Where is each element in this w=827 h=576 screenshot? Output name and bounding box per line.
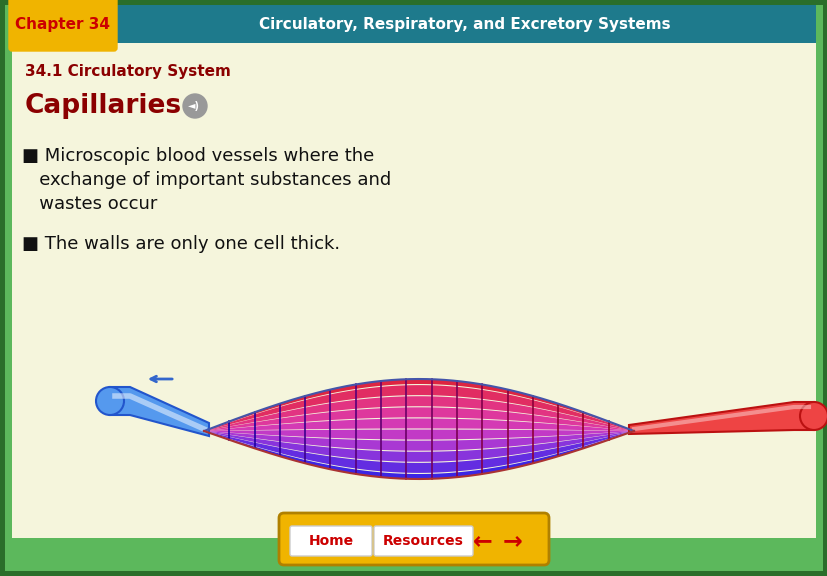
FancyBboxPatch shape	[289, 526, 371, 556]
Polygon shape	[203, 431, 633, 479]
Circle shape	[799, 402, 827, 430]
Text: exchange of important substances and: exchange of important substances and	[22, 171, 391, 189]
Polygon shape	[203, 431, 633, 462]
Circle shape	[96, 387, 124, 415]
Polygon shape	[203, 379, 633, 431]
FancyBboxPatch shape	[9, 0, 117, 51]
Text: ■ The walls are only one cell thick.: ■ The walls are only one cell thick.	[22, 235, 340, 253]
Text: wastes occur: wastes occur	[22, 195, 157, 213]
Circle shape	[183, 94, 207, 118]
FancyBboxPatch shape	[12, 42, 815, 538]
Text: Capillaries: Capillaries	[25, 93, 182, 119]
Polygon shape	[203, 431, 633, 450]
Text: Home: Home	[308, 534, 353, 548]
Text: Circulatory, Respiratory, and Excretory Systems: Circulatory, Respiratory, and Excretory …	[259, 17, 670, 32]
Polygon shape	[629, 402, 813, 434]
Polygon shape	[203, 430, 633, 439]
FancyBboxPatch shape	[12, 5, 815, 43]
Text: Resources: Resources	[383, 534, 463, 548]
FancyBboxPatch shape	[279, 513, 548, 565]
Text: Chapter 34: Chapter 34	[16, 17, 110, 32]
Polygon shape	[110, 387, 208, 436]
Polygon shape	[203, 418, 633, 431]
Text: ■ Microscopic blood vessels where the: ■ Microscopic blood vessels where the	[22, 147, 374, 165]
Polygon shape	[203, 385, 633, 431]
Text: →: →	[503, 529, 522, 553]
Text: ←: ←	[472, 529, 492, 553]
Polygon shape	[203, 407, 633, 431]
FancyBboxPatch shape	[374, 526, 472, 556]
Polygon shape	[203, 396, 633, 431]
FancyBboxPatch shape	[5, 5, 822, 571]
Polygon shape	[203, 431, 633, 473]
Text: ◄): ◄)	[188, 101, 200, 111]
Text: 34.1 Circulatory System: 34.1 Circulatory System	[25, 64, 231, 79]
